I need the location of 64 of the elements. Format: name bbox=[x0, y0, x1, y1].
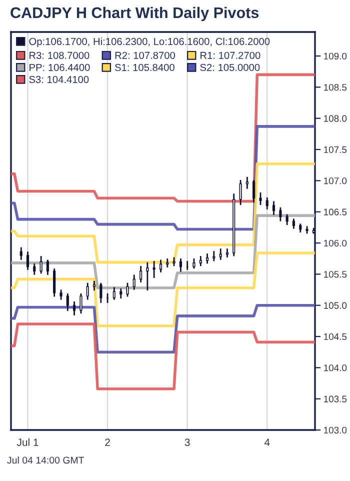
candlestick bbox=[33, 264, 36, 275]
candlestick bbox=[112, 287, 116, 300]
text: Jul 04 14:00 GMT bbox=[7, 456, 84, 464]
candlestick bbox=[92, 280, 96, 290]
candlestick bbox=[259, 192, 262, 206]
chart-title: CADJPY H Chart With Daily Pivots bbox=[10, 6, 259, 22]
y-tick-label: 104.5 bbox=[324, 333, 347, 340]
candlestick bbox=[80, 293, 82, 314]
y-tick-label: 103.5 bbox=[324, 396, 347, 402]
legend-label: S3: 104.4100 bbox=[29, 76, 89, 84]
candlestick bbox=[252, 180, 256, 203]
candlestick bbox=[219, 248, 222, 260]
candlestick bbox=[40, 256, 42, 274]
line-series bbox=[11, 322, 315, 390]
legend-label: R2: 107.8700 bbox=[115, 52, 176, 60]
line-series bbox=[11, 162, 315, 264]
line-series bbox=[11, 214, 315, 290]
y-tick-label: 103.0 bbox=[324, 426, 347, 434]
legend-label: Op:106.1700, Hi:106.2300, Lo:106.1600, Cl:106.2000 bbox=[29, 38, 270, 48]
candlestick bbox=[166, 258, 169, 268]
legend-label: R1: 107.2700 bbox=[200, 52, 260, 60]
candlestick bbox=[72, 302, 76, 316]
x-tick-label: Jul 1 bbox=[16, 438, 38, 446]
candlestick bbox=[46, 260, 49, 275]
legend-label: S2: 105.0000 bbox=[200, 64, 260, 72]
candlestick bbox=[26, 252, 30, 270]
legend-label: PP: 106.4400 bbox=[30, 64, 90, 72]
candlestick bbox=[159, 260, 162, 272]
x-tick-label: 3 bbox=[184, 438, 190, 446]
candlestick bbox=[132, 274, 136, 290]
x-tick-label: 4 bbox=[264, 438, 270, 446]
candlestick bbox=[179, 258, 182, 272]
candlestick bbox=[20, 247, 22, 260]
line-series bbox=[11, 252, 315, 328]
y-tick-label: 109.0 bbox=[324, 52, 347, 60]
legend-label: R3: 108.7000 bbox=[30, 52, 90, 60]
x-tick-label: 2 bbox=[105, 438, 110, 446]
line-series bbox=[11, 304, 315, 354]
candlestick bbox=[239, 180, 242, 206]
candlestick bbox=[140, 266, 142, 282]
candlestick bbox=[66, 293, 69, 312]
candlestick bbox=[272, 201, 276, 216]
y-tick-label: 104.0 bbox=[324, 364, 347, 372]
candlestick bbox=[126, 282, 129, 297]
y-tick-label: 105.5 bbox=[324, 270, 347, 278]
candlestick bbox=[146, 262, 149, 290]
candlestick bbox=[100, 282, 102, 303]
candlestick bbox=[246, 176, 248, 189]
y-tick-label: 107.5 bbox=[324, 146, 347, 154]
y-tick-label: 108.0 bbox=[324, 115, 347, 122]
y-tick-label: 108.5 bbox=[324, 84, 347, 91]
candlestick bbox=[286, 214, 288, 225]
candlestick bbox=[279, 207, 282, 222]
y-tick-label: 105.0 bbox=[324, 302, 347, 309]
y-tick-label: 107.0 bbox=[324, 177, 347, 184]
y-tick-label: 106.0 bbox=[324, 240, 347, 247]
candlestick bbox=[53, 268, 56, 297]
candlestick bbox=[226, 248, 229, 258]
candlestick bbox=[212, 251, 216, 262]
candlestick bbox=[152, 261, 156, 278]
legend-label: S1: 105.8400 bbox=[114, 64, 174, 72]
y-tick-label: 106.5 bbox=[324, 208, 347, 216]
candlestick bbox=[86, 282, 89, 300]
candlestick bbox=[266, 197, 268, 210]
